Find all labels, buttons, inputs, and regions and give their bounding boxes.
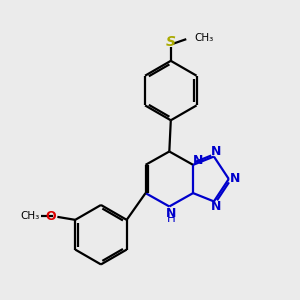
Text: CH₃: CH₃: [20, 211, 40, 221]
Text: N: N: [211, 200, 221, 213]
Text: O: O: [45, 210, 56, 223]
Text: N: N: [166, 206, 176, 220]
Text: H: H: [167, 212, 175, 226]
Text: S: S: [166, 35, 176, 49]
Text: N: N: [230, 172, 241, 185]
Text: N: N: [211, 145, 221, 158]
Text: CH₃: CH₃: [195, 33, 214, 43]
Text: N: N: [193, 154, 204, 167]
